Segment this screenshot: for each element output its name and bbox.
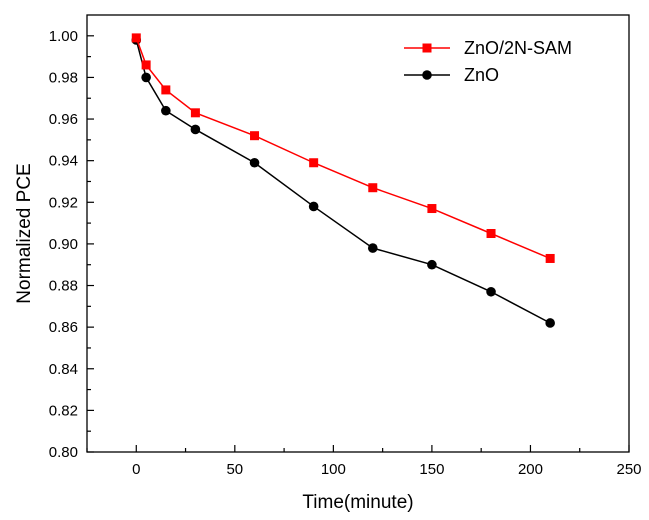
series-line-zno — [135, 39, 551, 324]
y-tick-label: 0.80 — [49, 444, 78, 461]
y-tick-label: 0.98 — [49, 69, 78, 86]
y-tick-label: 0.88 — [49, 278, 78, 295]
tick-labels-layer: 0 50 100 150 200 250 0.80 0.82 0.84 0.86 0.88 0.90 0… — [49, 28, 642, 478]
series-layer — [131, 33, 555, 328]
legend-marker-zno-2n-sam — [422, 43, 432, 53]
legend: ZnO/2N-SAM ZnO — [404, 38, 572, 85]
data-point-zno-2n-sam — [250, 131, 260, 141]
data-point-zno-2n-sam — [161, 85, 171, 95]
x-tick-label: 50 — [226, 461, 243, 478]
data-point-zno — [367, 243, 378, 253]
data-point-zno-2n-sam — [545, 253, 555, 263]
y-tick-label: 0.92 — [49, 194, 78, 211]
data-point-zno — [249, 157, 260, 168]
data-point-zno — [308, 201, 319, 212]
y-axis-title: Normalized PCE — [14, 163, 35, 303]
ticks-layer — [86, 35, 630, 453]
x-tick-label: 200 — [518, 461, 543, 478]
data-point-zno-2n-sam — [131, 33, 141, 43]
x-tick-label: 250 — [616, 461, 641, 478]
data-point-zno — [161, 105, 171, 116]
x-axis-title: Time(minute) — [302, 492, 413, 513]
data-point-zno — [486, 286, 496, 297]
x-tick-label: 150 — [419, 461, 444, 478]
y-tick-label: 0.82 — [49, 402, 78, 419]
data-point-zno — [545, 318, 555, 328]
y-tick-label: 0.94 — [49, 153, 78, 170]
y-tick-label: 0.90 — [49, 236, 78, 253]
data-point-zno-2n-sam — [368, 183, 378, 193]
y-tick-label: 0.96 — [49, 111, 78, 128]
data-point-zno — [190, 124, 201, 135]
legend-label-zno-2n-sam: ZnO/2N-SAM — [464, 38, 572, 58]
legend-marker-zno — [422, 70, 432, 80]
y-tick-label: 0.84 — [49, 361, 78, 378]
plot-frame — [86, 14, 630, 453]
legend-label-zno: ZnO — [464, 65, 499, 85]
y-tick-label: 1.00 — [49, 28, 78, 45]
x-tick-label: 100 — [321, 461, 346, 478]
series-line-zno-2n-sam — [135, 37, 551, 260]
x-tick-label: 0 — [132, 461, 140, 478]
data-point-zno — [141, 72, 151, 83]
y-tick-label: 0.86 — [49, 319, 78, 336]
data-point-zno-2n-sam — [309, 158, 319, 168]
data-point-zno-2n-sam — [486, 229, 496, 238]
data-point-zno — [427, 259, 437, 270]
data-point-zno-2n-sam — [190, 108, 200, 118]
data-point-zno-2n-sam — [141, 60, 151, 70]
data-point-zno-2n-sam — [427, 204, 437, 214]
